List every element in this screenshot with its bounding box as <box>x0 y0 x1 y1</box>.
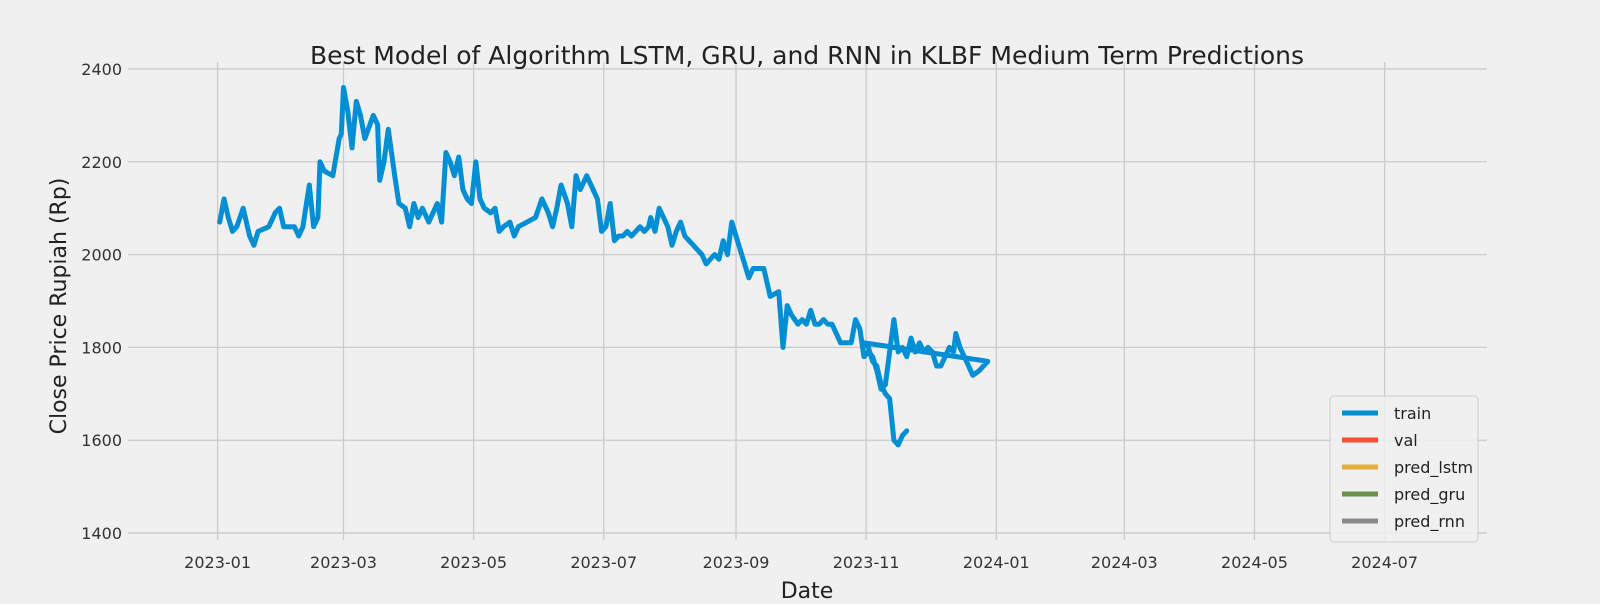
grid <box>128 62 1487 540</box>
x-tick-label: 2023-09 <box>703 553 770 572</box>
y-tick-label: 1800 <box>81 338 122 357</box>
y-tick-label: 2400 <box>81 60 122 79</box>
legend-box <box>1329 395 1479 543</box>
legend-label: train <box>1394 404 1431 423</box>
x-tick-label: 2024-05 <box>1221 553 1288 572</box>
legend-label: pred_lstm <box>1394 458 1473 478</box>
x-tick-label: 2023-07 <box>570 553 637 572</box>
x-tick-label: 2024-01 <box>963 553 1030 572</box>
y-axis-label: Close Price Rupiah (Rp) <box>47 178 72 435</box>
x-tick-label: 2023-03 <box>310 553 377 572</box>
x-tick-label: 2023-11 <box>833 553 900 572</box>
x-tick-label: 2024-07 <box>1351 553 1418 572</box>
y-tick-label: 2000 <box>81 246 122 265</box>
legend: train val pred_lstm pred_gru pred_rnn <box>1329 395 1479 543</box>
series-layer <box>217 85 991 448</box>
tick-labels: 2023-01 2023-03 2023-05 2023-07 2023-09 2023-… <box>81 60 1418 572</box>
chart-title: Best Model of Algorithm LSTM, GRU, and R… <box>310 41 1304 70</box>
legend-label: pred_gru <box>1394 485 1465 505</box>
y-tick-label: 2200 <box>81 153 122 172</box>
x-tick-label: 2023-01 <box>184 553 251 572</box>
legend-label: pred_rnn <box>1394 512 1465 532</box>
x-tick-label: 2024-03 <box>1091 553 1158 572</box>
y-tick-label: 1600 <box>81 431 122 450</box>
x-axis-label: Date <box>781 579 834 600</box>
legend-label: val <box>1394 431 1418 450</box>
series-line-train <box>217 85 991 448</box>
y-tick-label: 1400 <box>81 524 122 543</box>
x-tick-label: 2023-05 <box>440 553 507 572</box>
